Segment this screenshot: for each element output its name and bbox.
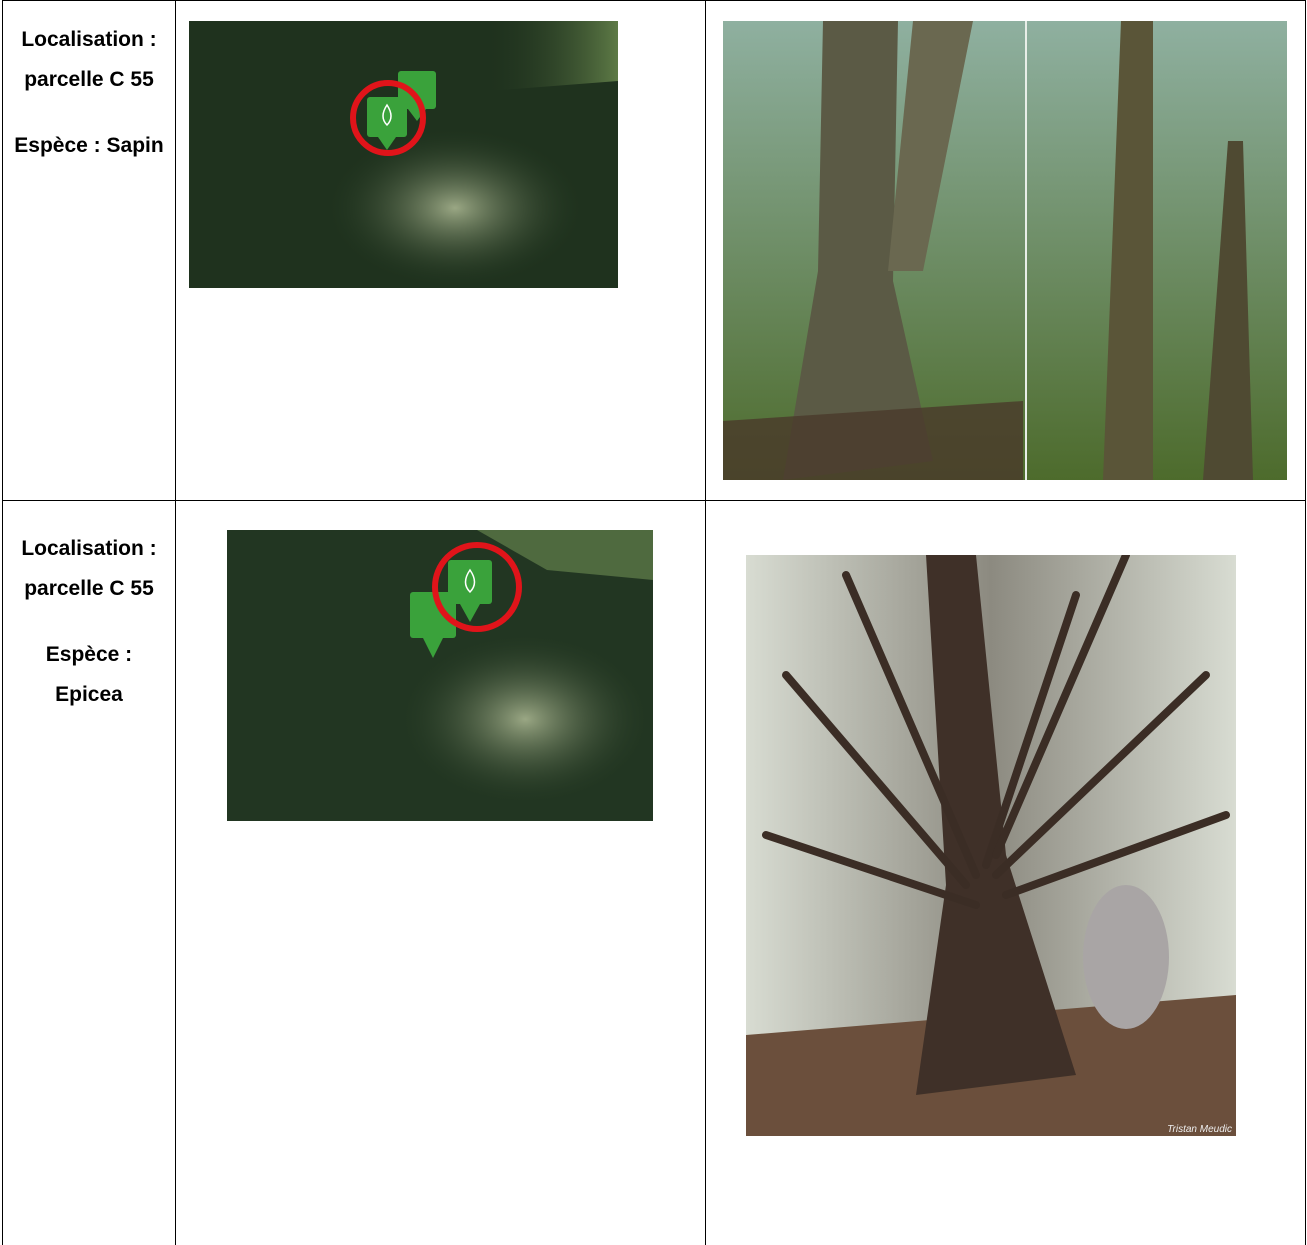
tree-photo: Tristan Meudic: [746, 555, 1236, 1136]
tree-photo: [723, 21, 1287, 480]
photo-credit: Tristan Meudic: [1167, 1124, 1232, 1135]
table-border: [2, 0, 3, 1245]
satellite-map: [227, 530, 653, 821]
species-text: Espèce : Sapin: [14, 134, 164, 157]
location-text: Localisation : parcelle C 55: [21, 28, 157, 91]
table-border: [2, 0, 1305, 1]
tree-marker: [410, 560, 492, 658]
location-text: Localisation : parcelle C 55: [21, 537, 157, 600]
highlight-circle: [350, 80, 426, 156]
table-border: [2, 500, 1305, 501]
species-text: Espèce : Epicea: [45, 643, 133, 706]
table-border: [175, 0, 176, 1245]
highlight-circle: [432, 542, 522, 632]
cell-label: Localisation : parcelle C 55 Espèce : Sa…: [14, 20, 164, 192]
satellite-map: [189, 21, 618, 288]
table-border: [705, 0, 706, 1245]
cell-label: Localisation : parcelle C 55 Espèce : Ep…: [14, 529, 164, 741]
table-border: [1305, 0, 1306, 1245]
redaction-ellipse: [1083, 885, 1169, 1029]
